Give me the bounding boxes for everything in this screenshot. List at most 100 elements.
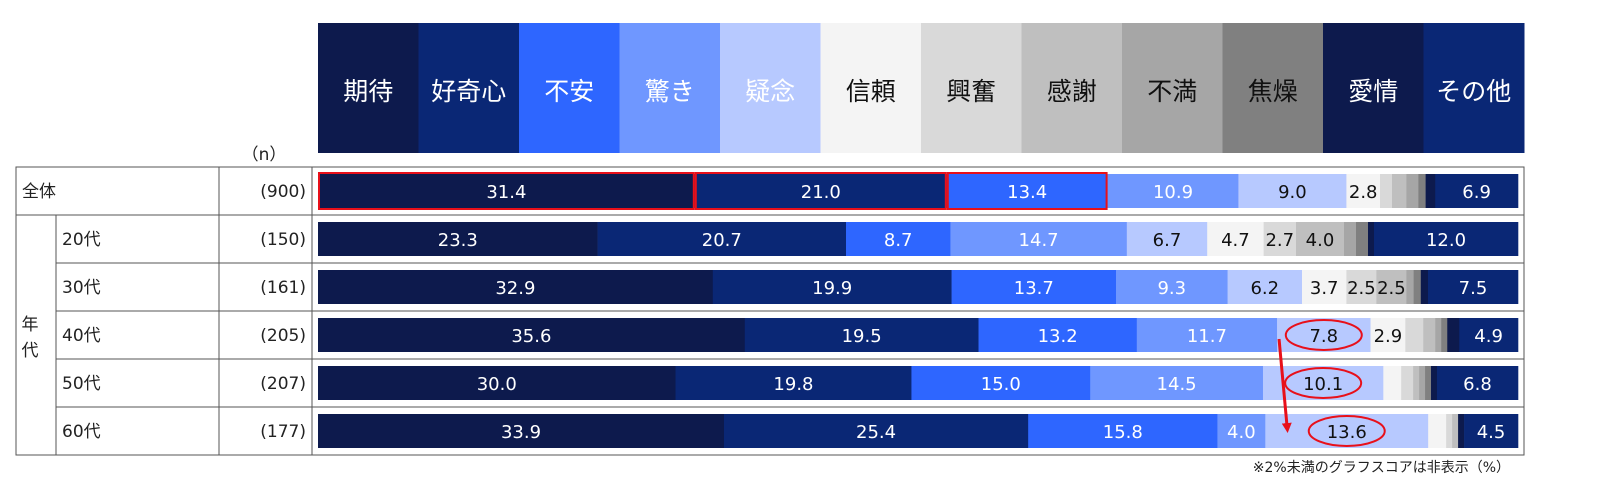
legend-swatch-3 — [519, 23, 620, 153]
legend-label-7: 興奮 — [946, 77, 996, 106]
highlight-box-r0-s3 — [946, 172, 1108, 210]
bar-seg-r5-s7 — [1446, 414, 1453, 448]
table-grid — [15, 166, 1525, 456]
bar-seg-r4-s6 — [1383, 366, 1402, 400]
data-label-r3-s4: 11.7 — [1187, 326, 1227, 347]
legend-swatch-10 — [1222, 23, 1324, 153]
data-label-r4-s2: 19.8 — [773, 374, 813, 395]
data-label-r2-s7: 2.5 — [1347, 278, 1376, 299]
bar-seg-r5-s4 — [1217, 414, 1266, 448]
data-label-r3-s3: 13.2 — [1038, 326, 1078, 347]
data-label-r3-s1: 35.6 — [511, 326, 551, 347]
bar-seg-r4-s11 — [1431, 366, 1438, 400]
bar-seg-r0-s1 — [318, 174, 696, 208]
bar-seg-r5-s11 — [1458, 414, 1465, 448]
bar-seg-r4-s2 — [675, 366, 912, 400]
bar-seg-r5-s2 — [723, 414, 1029, 448]
bar-seg-r0-s4 — [1107, 174, 1239, 208]
legend-swatch-11 — [1323, 23, 1424, 153]
bar-seg-r4-s9 — [1419, 366, 1426, 400]
bar-seg-r4-s1 — [318, 366, 676, 400]
bar-seg-r1-s9 — [1344, 222, 1357, 256]
legend-label-4: 驚き — [645, 77, 695, 106]
bar-seg-r3-s12 — [1459, 318, 1519, 352]
bar-seg-r0-s3 — [946, 174, 1108, 208]
bar-seg-r5-s8 — [1452, 414, 1459, 448]
data-label-r2-s2: 19.9 — [812, 278, 852, 299]
bar-seg-r2-s1 — [318, 270, 714, 304]
bar-seg-r5-s6 — [1428, 414, 1447, 448]
bar-seg-r3-s5 — [1277, 318, 1371, 352]
data-label-r1-s3: 8.7 — [884, 230, 913, 251]
bar-seg-r2-s3 — [951, 270, 1117, 304]
legend-swatch-5 — [720, 23, 821, 153]
legend-label-12: その他 — [1436, 77, 1511, 106]
legend-swatch-6 — [820, 23, 922, 153]
row-n-3: (205) — [260, 326, 306, 346]
legend-label-3: 不安 — [544, 77, 594, 106]
data-label-r1-s4: 14.7 — [1019, 230, 1059, 251]
data-label-r2-s5: 6.2 — [1250, 278, 1279, 299]
bar-seg-r4-s10 — [1425, 366, 1432, 400]
data-label-r4-s4: 14.5 — [1157, 374, 1197, 395]
data-label-r5-s2: 25.4 — [856, 422, 896, 443]
highlight-ellipse-r5 — [1307, 415, 1386, 447]
bar-seg-r2-s8 — [1376, 270, 1407, 304]
legend-label-5: 疑念 — [745, 77, 795, 106]
bar-seg-r2-s4 — [1116, 270, 1228, 304]
data-label-r4-s3: 15.0 — [981, 374, 1021, 395]
data-label-r0-s3: 13.4 — [1007, 182, 1047, 203]
bar-seg-r3-s6 — [1370, 318, 1406, 352]
bar-seg-r5-s1 — [318, 414, 725, 448]
data-label-r3-s12: 4.9 — [1474, 326, 1503, 347]
bar-seg-r2-s6 — [1302, 270, 1347, 304]
data-label-r5-s3: 15.8 — [1103, 422, 1143, 443]
data-label-r3-s2: 19.5 — [842, 326, 882, 347]
bar-seg-r1-s6 — [1207, 222, 1264, 256]
row-n-2: (161) — [260, 278, 306, 298]
n-column-header: （n） — [242, 145, 287, 165]
data-label-r2-s6: 3.7 — [1310, 278, 1339, 299]
bar-seg-r0-s2 — [694, 174, 948, 208]
bar-seg-r2-s5 — [1227, 270, 1303, 304]
bar-seg-r3-s10 — [1441, 318, 1448, 352]
legend-label-2: 好奇心 — [431, 77, 506, 106]
bar-seg-r1-s7 — [1263, 222, 1297, 256]
bar-seg-r3-s9 — [1435, 318, 1442, 352]
highlight-box-r0-s2 — [694, 172, 947, 210]
data-label-r1-s7: 2.7 — [1265, 230, 1294, 251]
highlight-ellipse-r4 — [1284, 367, 1363, 399]
bar-seg-r0-s6 — [1346, 174, 1381, 208]
row-label-total: 全体 — [22, 182, 56, 202]
footnote: ※2%未満のグラフスコアは非表示（%） — [1253, 460, 1510, 476]
row-n-5: (177) — [260, 422, 306, 442]
bar-seg-r2-s2 — [712, 270, 952, 304]
data-label-r3-s5: 7.8 — [1309, 326, 1338, 347]
bar-seg-r4-s8 — [1413, 366, 1420, 400]
row-label-3: 40代 — [62, 326, 101, 346]
bar-seg-r2-s10 — [1413, 270, 1422, 304]
row-n-1: (150) — [260, 230, 306, 250]
bar-seg-r1-s1 — [318, 222, 598, 256]
bar-seg-r4-s12 — [1436, 366, 1519, 400]
legend-swatch-12 — [1423, 23, 1525, 153]
bar-seg-r1-s3 — [846, 222, 951, 256]
row-n-4: (207) — [260, 374, 306, 394]
legend-swatch-9 — [1122, 23, 1223, 153]
row-n-0: (900) — [260, 182, 306, 202]
bar-seg-r1-s2 — [597, 222, 847, 256]
bar-seg-r0-s12 — [1435, 174, 1519, 208]
bar-seg-r1-s11 — [1368, 222, 1375, 256]
data-label-r4-s1: 30.0 — [477, 374, 517, 395]
bar-seg-r0-s7 — [1380, 174, 1393, 208]
data-label-r0-s1: 31.4 — [486, 182, 526, 203]
data-label-r0-s4: 10.9 — [1153, 182, 1193, 203]
row-label-5: 60代 — [62, 422, 101, 442]
bar-seg-r2-s7 — [1346, 270, 1377, 304]
bar-seg-r2-s11 — [1420, 270, 1429, 304]
data-label-r3-s6: 2.9 — [1374, 326, 1403, 347]
data-label-r1-s8: 4.0 — [1306, 230, 1335, 251]
legend-label-9: 不満 — [1147, 77, 1197, 106]
